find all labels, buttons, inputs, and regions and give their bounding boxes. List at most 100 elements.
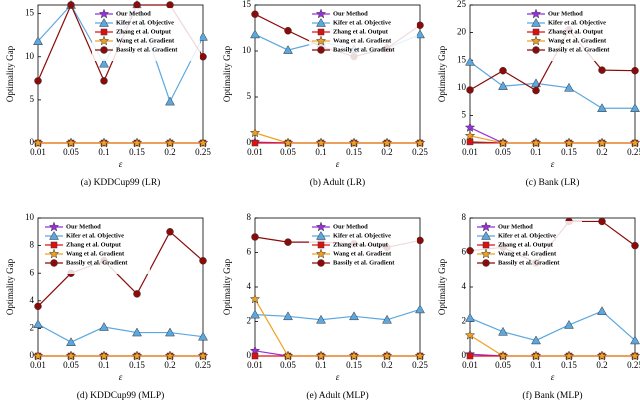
series-line <box>469 61 635 109</box>
x-tick-label: 0.2 <box>596 147 607 157</box>
x-tick-label: 0.25 <box>627 147 640 157</box>
y-tick-label: 6 <box>462 247 467 257</box>
legend-label: Bassily et al. Gradient <box>66 259 128 266</box>
x-tick-label: 0.05 <box>280 360 296 370</box>
marker <box>596 350 608 361</box>
marker <box>249 127 261 138</box>
y-tick-label: 0 <box>247 350 252 360</box>
legend-label: Kifer et al. Objective <box>116 19 174 26</box>
x-tick-label: 0.01 <box>247 360 263 370</box>
x-tick-label: 0.15 <box>346 360 362 370</box>
marker <box>250 29 260 39</box>
marker <box>630 335 640 345</box>
x-axis-label: ε <box>551 159 555 169</box>
caption: (c) Bank (LR) <box>526 177 580 188</box>
marker <box>631 66 639 75</box>
marker <box>315 137 327 148</box>
marker <box>348 137 360 148</box>
legend-label: Zhang et al. Output <box>333 28 389 35</box>
marker <box>465 56 475 66</box>
y-tick-label: 25 <box>457 0 467 9</box>
legend-label: Zhang et al. Output <box>66 241 122 248</box>
x-tick-label: 0.1 <box>315 147 326 157</box>
y-tick-label: 4 <box>462 281 467 291</box>
x-tick-label: 0.05 <box>495 360 511 370</box>
marker <box>563 137 575 148</box>
marker <box>199 257 207 265</box>
legend: Our Method Kifer et al. Objective Zhang et… <box>92 8 200 61</box>
marker <box>498 326 508 336</box>
marker <box>629 350 640 361</box>
y-tick-label: 15 <box>242 0 252 9</box>
marker <box>166 1 174 9</box>
marker <box>499 66 507 75</box>
x-axis-label: ε <box>119 372 123 382</box>
x-tick-label: 0.1 <box>530 360 541 370</box>
marker <box>98 137 110 148</box>
x-tick-label: 0.01 <box>247 147 263 157</box>
marker <box>498 81 508 90</box>
marker <box>629 137 640 148</box>
series-line <box>469 334 635 357</box>
marker <box>99 17 109 27</box>
marker <box>596 137 608 148</box>
legend-label: Bassily et al. Gradient <box>116 46 178 53</box>
legend-box <box>92 8 200 61</box>
x-tick-label: 0.1 <box>315 360 326 370</box>
marker <box>32 137 44 148</box>
caption: (b) Adult (LR) <box>310 177 365 188</box>
y-tick-label: 10 <box>457 82 467 92</box>
marker <box>530 350 542 361</box>
marker <box>481 230 491 240</box>
legend-label: Our Method <box>333 10 368 17</box>
series-line <box>469 135 635 144</box>
panel: 0 2 4 6 8 0.01 0.05 0.1 0.15 0.2 0.25 ε Optimality G… <box>437 212 640 401</box>
x-tick-label: 0.2 <box>381 360 392 370</box>
y-axis-label: Optimality Gap <box>5 258 15 315</box>
marker <box>164 137 176 148</box>
y-tick-label: 15 <box>25 8 35 18</box>
marker <box>630 103 640 112</box>
marker <box>348 350 360 361</box>
x-tick-label: 0.1 <box>98 147 109 157</box>
x-tick-label: 0.05 <box>280 147 296 157</box>
x-tick-label: 0.25 <box>627 360 640 370</box>
legend-label: Zhang et al. Output <box>498 241 554 248</box>
legend: Our Method Kifer et al. Objective Zhang et… <box>309 8 417 61</box>
y-tick-label: 5 <box>462 109 467 119</box>
panel: 0 2 4 6 8 10 0.01 0.05 0.1 0.15 0.2 0.25 ε Optimality… <box>5 212 211 401</box>
y-tick-label: 10 <box>242 45 252 55</box>
marker <box>480 248 492 259</box>
y-tick-label: 2 <box>462 316 467 326</box>
x-tick-label: 0.15 <box>346 147 362 157</box>
marker <box>317 28 325 36</box>
marker <box>464 130 476 141</box>
marker <box>197 137 209 148</box>
marker <box>131 350 143 361</box>
marker <box>316 17 326 27</box>
marker <box>482 241 490 249</box>
y-tick-label: 5 <box>247 91 252 101</box>
marker <box>466 352 474 360</box>
series-line <box>254 350 420 357</box>
marker <box>98 350 110 361</box>
marker <box>531 335 541 345</box>
marker <box>597 103 607 112</box>
marker <box>33 319 43 329</box>
marker <box>98 8 110 19</box>
legend-label: Zhang et al. Output <box>333 241 389 248</box>
series-line <box>469 310 636 342</box>
marker <box>164 350 176 361</box>
marker <box>132 327 142 337</box>
marker <box>32 350 44 361</box>
legend-label: Wang et al. Gradient <box>548 37 607 44</box>
x-tick-label: 0.15 <box>561 360 577 370</box>
marker <box>198 331 208 341</box>
legend-label: Our Method <box>66 223 101 230</box>
y-tick-label: 0 <box>30 350 35 360</box>
x-tick-label: 0.2 <box>381 147 392 157</box>
x-tick-label: 0.01 <box>30 147 46 157</box>
legend-label: Kifer et al. Objective <box>333 19 391 26</box>
marker <box>531 17 541 27</box>
marker <box>67 1 75 9</box>
